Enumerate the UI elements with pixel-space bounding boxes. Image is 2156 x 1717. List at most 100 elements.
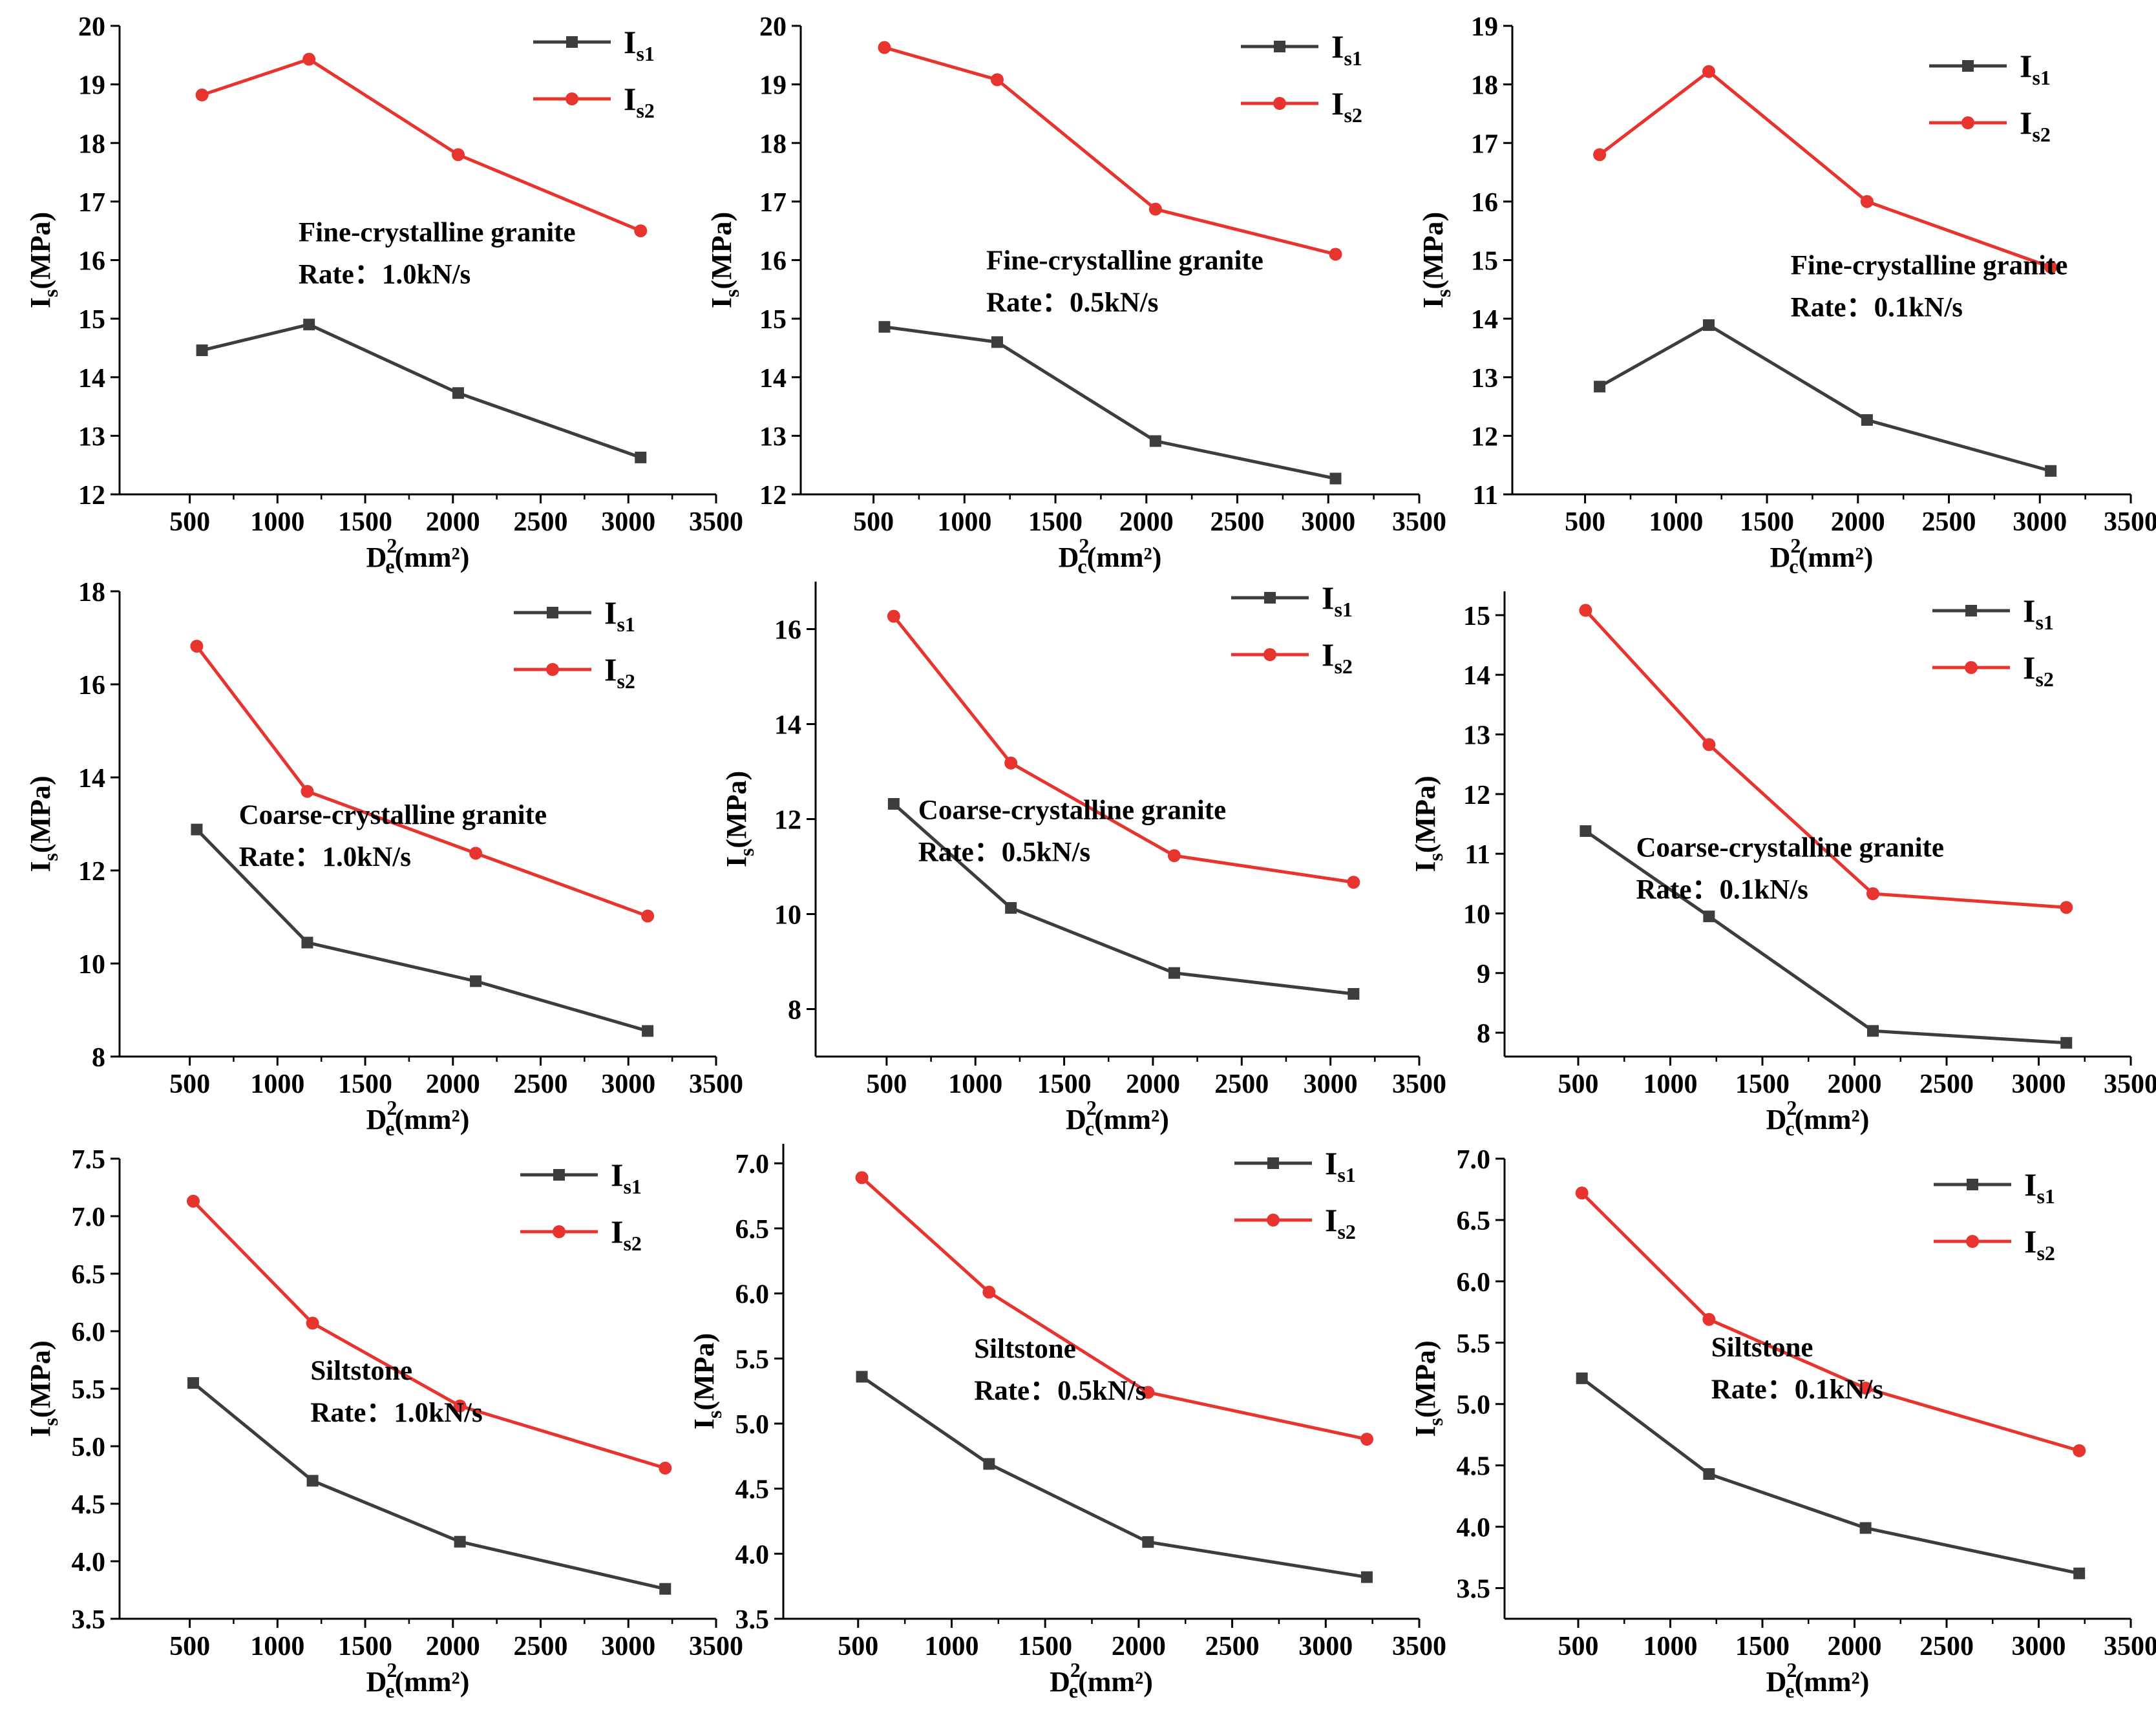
x-axis-label: D2 e(mm²)	[366, 1658, 470, 1702]
data-point-Is2	[187, 1194, 200, 1208]
annotation-rate: Rate：1.0kN/s	[299, 260, 470, 290]
data-point-Is2	[1575, 1186, 1589, 1200]
y-tick-label: 14	[78, 764, 105, 794]
y-tick-label: 14	[774, 711, 801, 741]
y-tick-label: 19	[759, 71, 787, 101]
x-tick-label: 1500	[338, 1069, 392, 1099]
data-point-Is2	[302, 52, 316, 66]
x-tick-label: 3500	[1392, 507, 1446, 537]
y-tick-label: 8	[788, 996, 801, 1026]
legend-label-Is1: Is1	[604, 595, 635, 636]
y-tick-label: 12	[78, 857, 105, 887]
legend-label-Is2: Is2	[624, 81, 655, 122]
y-tick-label: 18	[1471, 71, 1498, 101]
data-point-Is2	[1859, 1382, 1872, 1395]
data-point-Is1	[887, 797, 900, 810]
x-tick-label: 3000	[601, 1632, 655, 1661]
data-point-Is2	[1148, 202, 1162, 216]
y-tick-label: 16	[774, 616, 801, 646]
y-axis-label: Is(MPa)	[706, 212, 743, 308]
x-tick-label: 3000	[2013, 507, 2067, 537]
data-point-Is2	[887, 609, 900, 623]
y-tick-label: 5.0	[1457, 1391, 1491, 1420]
y-tick-label: 15	[1463, 602, 1490, 631]
y-tick-label: 12	[1463, 781, 1490, 810]
y-tick-label: 7.5	[72, 1145, 106, 1175]
x-tick-label: 1500	[1028, 507, 1083, 537]
y-tick-label: 12	[1471, 422, 1498, 452]
x-tick-label: 2000	[1831, 507, 1885, 537]
x-tick-label: 3500	[689, 507, 743, 537]
y-tick-label: 15	[1471, 247, 1498, 277]
legend-label-Is1: Is1	[2020, 48, 2051, 89]
y-tick-label: 4.5	[72, 1490, 106, 1520]
legend-marker	[1962, 60, 1974, 72]
annotation-rate: Rate：1.0kN/s	[239, 842, 411, 872]
data-point-Is2	[1860, 195, 1874, 208]
y-tick-label: 19	[78, 71, 105, 101]
y-tick-label: 7.0	[1457, 1145, 1491, 1175]
y-tick-label: 18	[78, 578, 105, 607]
annotation-rock-type: Siltstone	[974, 1334, 1076, 1364]
y-tick-label: 4.5	[735, 1475, 770, 1505]
x-axis-label: D2 c(mm²)	[1066, 1096, 1169, 1140]
y-tick-label: 14	[1471, 305, 1498, 335]
data-point-Is2	[453, 1399, 467, 1413]
x-tick-label: 2500	[514, 507, 568, 537]
data-point-Is1	[187, 1377, 200, 1389]
y-axis-label: Is(MPa)	[721, 771, 758, 867]
series-line-Is1	[202, 322, 642, 459]
y-tick-label: 12	[774, 806, 801, 836]
data-point-Is1	[991, 336, 1003, 348]
x-tick-label: 500	[169, 507, 210, 537]
chart-panel-8: 500 1000 1500 2000 2500 3000 35003.54.04.55.05…	[688, 1144, 1446, 1702]
legend-marker	[1267, 1214, 1280, 1227]
y-tick-label: 16	[1471, 188, 1498, 218]
x-tick-label: 500	[169, 1069, 210, 1099]
data-point-Is2	[1329, 248, 1342, 261]
annotation-rock-type: Coarse-crystalline granite	[239, 800, 547, 830]
y-tick-label: 5.5	[72, 1375, 106, 1405]
y-tick-label: 16	[78, 671, 105, 700]
data-point-Is1	[878, 321, 891, 333]
x-tick-label: 3000	[601, 507, 655, 537]
data-point-Is2	[451, 148, 465, 162]
legend-label-Is2: Is2	[2020, 105, 2051, 146]
chart-panel-6: 500 1000 1500 2000 2500 3000 3500 8 9 10 11 12 13 14 1…	[1410, 591, 2156, 1140]
data-point-Is1	[1348, 987, 1360, 1000]
data-point-Is2	[1004, 756, 1018, 770]
x-tick-label: 500	[853, 507, 894, 537]
data-point-Is2	[190, 639, 204, 653]
x-tick-label: 3000	[1298, 1632, 1353, 1661]
y-tick-label: 5.0	[735, 1410, 770, 1440]
data-point-Is2	[301, 785, 314, 798]
y-tick-label: 7.0	[735, 1150, 770, 1179]
y-tick-label: 19	[1471, 12, 1498, 42]
x-tick-label: 3500	[1392, 1632, 1446, 1661]
x-tick-label: 3000	[2012, 1069, 2066, 1099]
y-tick-label: 13	[1463, 721, 1490, 751]
data-point-Is2	[659, 1461, 672, 1475]
y-tick-label: 8	[1477, 1019, 1490, 1049]
data-point-Is2	[1702, 1312, 1716, 1326]
annotation-rock-type: Fine-crystalline granite	[986, 246, 1263, 276]
data-point-Is1	[983, 1458, 995, 1470]
x-tick-label: 2500	[1919, 1069, 1974, 1099]
y-tick-label: 8	[92, 1043, 105, 1073]
y-tick-label: 17	[1471, 129, 1498, 159]
y-tick-label: 10	[1463, 900, 1490, 929]
data-point-Is1	[452, 387, 464, 399]
annotation-rock-type: Siltstone	[1711, 1333, 1813, 1363]
data-point-Is1	[2045, 465, 2057, 477]
x-tick-label: 2000	[1119, 507, 1174, 537]
y-tick-label: 12	[759, 481, 787, 511]
legend-marker	[1274, 41, 1285, 52]
y-tick-label: 6.5	[72, 1260, 106, 1290]
y-axis-label: Is(MPa)	[1410, 775, 1447, 872]
x-tick-label: 500	[169, 1632, 210, 1661]
legend-marker	[1267, 1157, 1279, 1169]
legend-marker	[547, 607, 558, 618]
data-point-Is1	[191, 823, 203, 836]
y-axis-label: Is(MPa)	[25, 1340, 62, 1437]
